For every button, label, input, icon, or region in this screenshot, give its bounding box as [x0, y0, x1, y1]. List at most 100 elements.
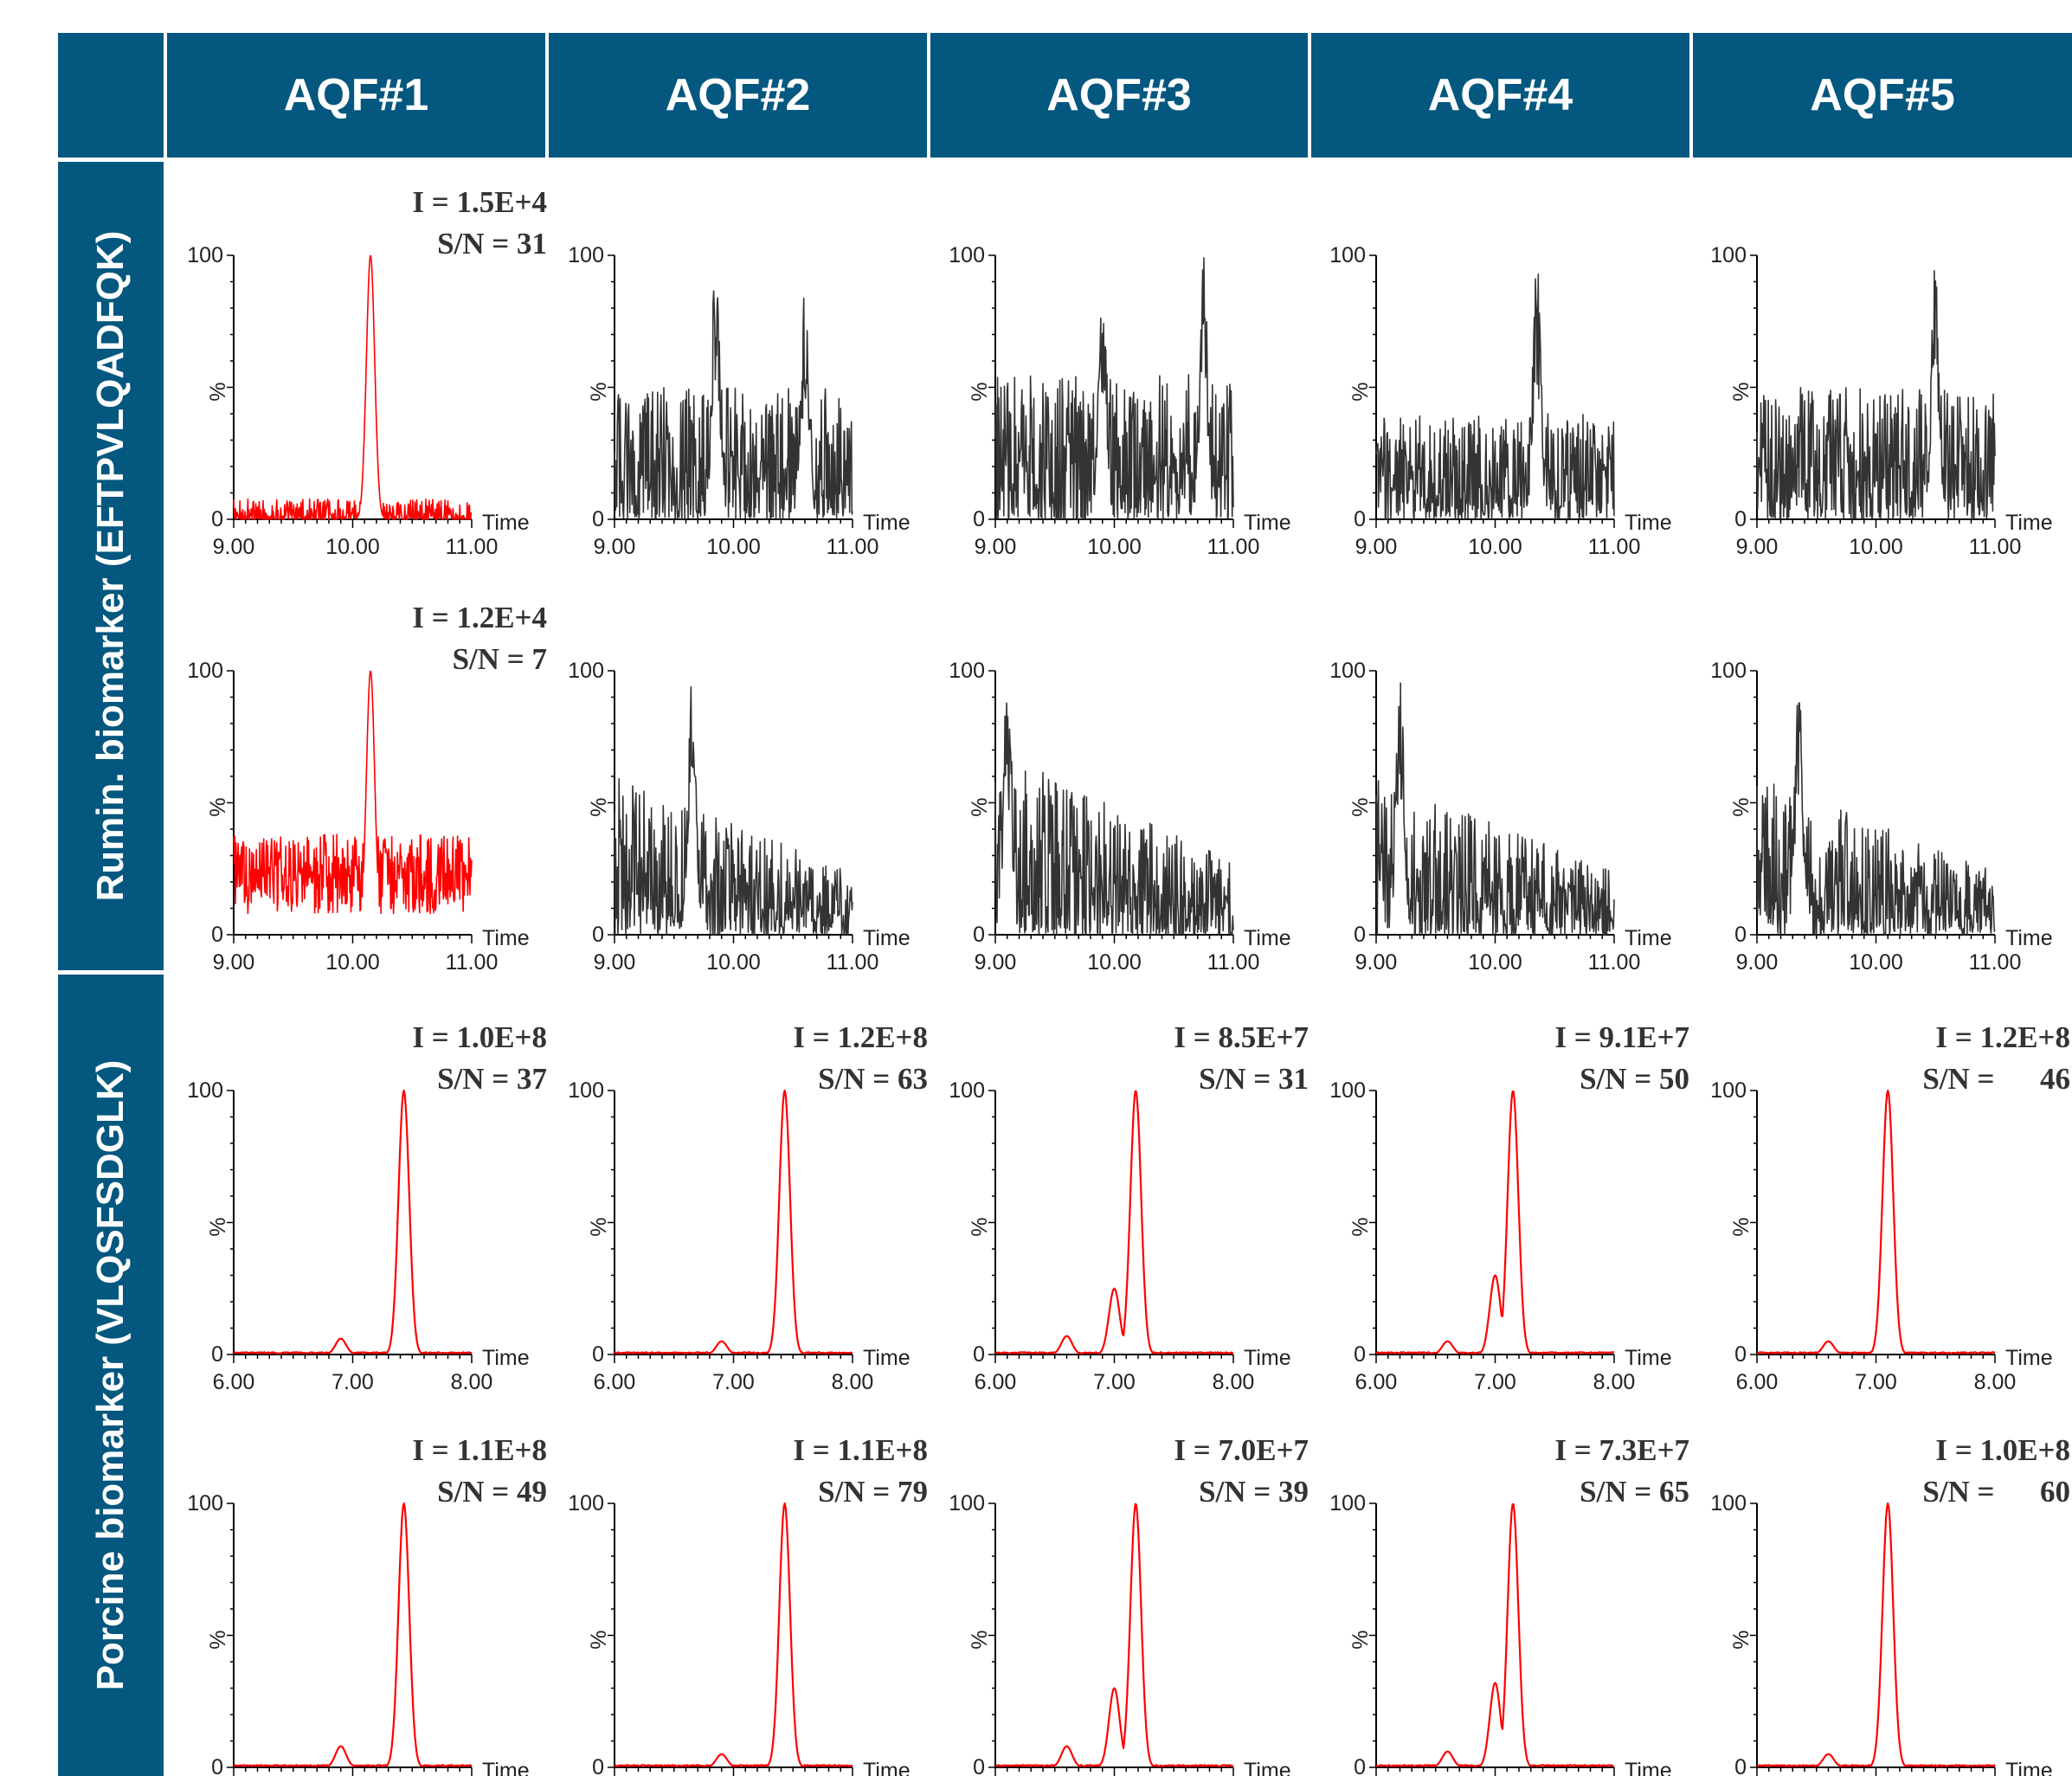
x-tick-label: 9.00	[1355, 535, 1398, 559]
x-tick-label: 10.00	[1087, 535, 1142, 559]
y-tick-label: 100	[187, 243, 223, 267]
intensity-annotation: I = 1.0E+8	[412, 1020, 547, 1054]
x-tick-label: 6.00	[975, 1370, 1017, 1394]
x-tick-label: 6.00	[594, 1370, 636, 1394]
y-tick-label: 100	[1329, 1491, 1366, 1515]
x-tick-label: 6.00	[1355, 1370, 1398, 1394]
x-tick-label: 10.00	[325, 950, 380, 975]
x-axis-label: Time	[863, 926, 911, 950]
chromatogram-trace	[233, 670, 473, 915]
x-tick-label: 6.00	[213, 1370, 255, 1394]
intensity-annotation: I = 1.5E+4	[412, 185, 547, 219]
chromatogram-trace	[1375, 682, 1615, 936]
chromatogram-trace	[1375, 1503, 1615, 1767]
chromatogram-trace	[1375, 1090, 1615, 1355]
x-tick-label: 11.00	[1969, 950, 2022, 975]
x-tick-label: 10.00	[1849, 950, 1903, 975]
y-tick-label: 100	[568, 1491, 604, 1515]
sn-annotation: S/N = 7	[453, 642, 547, 676]
corner-header-cell	[58, 33, 164, 158]
x-axis-label: Time	[2005, 926, 2053, 950]
x-axis-label: Time	[1244, 1759, 1291, 1776]
x-tick-label: 9.00	[213, 535, 255, 559]
column-header-aqf2: AQF#2	[549, 33, 927, 158]
y-tick-label: 0	[1354, 507, 1366, 531]
y-tick-label: 0	[1734, 507, 1747, 531]
x-tick-label: 10.00	[325, 535, 380, 559]
x-tick-label: 9.00	[213, 950, 255, 975]
intensity-annotation: I = 1.1E+8	[793, 1433, 928, 1467]
y-tick-label: 100	[568, 1078, 604, 1103]
y-tick-label: 100	[1710, 1078, 1747, 1103]
x-tick-label: 10.00	[1849, 535, 1903, 559]
x-tick-label: 9.00	[975, 950, 1017, 975]
y-tick-label: 100	[949, 1078, 985, 1103]
x-tick-label: 11.00	[827, 535, 879, 559]
y-tick-label: %	[206, 1218, 230, 1237]
x-tick-label: 9.00	[1736, 950, 1779, 975]
chromatogram-trace	[614, 685, 853, 936]
sn-annotation: S/N = 65	[1580, 1475, 1689, 1509]
y-tick-label: 100	[1329, 1078, 1366, 1103]
y-tick-label: %	[587, 383, 611, 402]
chromatogram-trace	[994, 257, 1234, 520]
y-tick-label: 100	[187, 659, 223, 683]
x-axis-label: Time	[2005, 1346, 2053, 1370]
y-tick-label: 0	[1354, 1342, 1366, 1367]
x-tick-label: 10.00	[706, 535, 761, 559]
y-tick-label: 100	[187, 1491, 223, 1515]
intensity-annotation: I = 1.2E+4	[412, 601, 547, 634]
y-tick-label: 0	[1354, 923, 1366, 947]
x-tick-label: 9.00	[594, 535, 636, 559]
y-tick-label: %	[968, 798, 992, 817]
y-tick-label: %	[1729, 1631, 1753, 1650]
y-tick-label: 0	[1734, 1755, 1747, 1776]
y-tick-label: %	[587, 1218, 611, 1237]
sn-annotation: S/N = 50	[1580, 1062, 1689, 1096]
y-tick-label: 0	[592, 1755, 604, 1776]
y-tick-label: %	[1348, 1631, 1373, 1650]
intensity-annotation: I = 1.2E+8	[793, 1020, 928, 1054]
sn-annotation: S/N = 31	[1199, 1062, 1309, 1096]
chromatogram-trace	[1375, 273, 1615, 520]
y-tick-label: %	[206, 383, 230, 402]
x-tick-label: 7.00	[712, 1370, 755, 1394]
x-tick-label: 7.00	[1855, 1370, 1897, 1394]
x-axis-label: Time	[1244, 511, 1291, 535]
y-tick-label: %	[1729, 1218, 1753, 1237]
x-tick-label: 11.00	[1969, 535, 2022, 559]
chromatogram-trace	[1756, 270, 1996, 520]
column-header-aqf4: AQF#4	[1311, 33, 1689, 158]
y-tick-label: 100	[1710, 243, 1747, 267]
x-axis-label: Time	[1625, 1759, 1672, 1776]
x-tick-label: 9.00	[975, 535, 1017, 559]
x-tick-label: 7.00	[1093, 1370, 1136, 1394]
x-tick-label: 11.00	[446, 950, 499, 975]
column-header-aqf5: AQF#5	[1693, 33, 2072, 158]
sn-annotation: S/N = 60	[1922, 1475, 2070, 1509]
intensity-annotation: I = 7.0E+7	[1174, 1433, 1309, 1467]
chromatogram-trace	[233, 254, 473, 520]
x-axis-label: Time	[482, 1346, 530, 1370]
y-tick-label: 0	[973, 507, 985, 531]
sn-annotation: S/N = 31	[437, 227, 547, 261]
x-axis-label: Time	[1244, 1346, 1291, 1370]
x-tick-label: 8.00	[1213, 1370, 1255, 1394]
y-tick-label: 100	[949, 1491, 985, 1515]
x-tick-label: 9.00	[1355, 950, 1398, 975]
x-tick-label: 11.00	[827, 950, 879, 975]
x-tick-label: 11.00	[1207, 535, 1260, 559]
y-tick-label: 0	[1734, 923, 1747, 947]
x-axis-label: Time	[482, 511, 530, 535]
